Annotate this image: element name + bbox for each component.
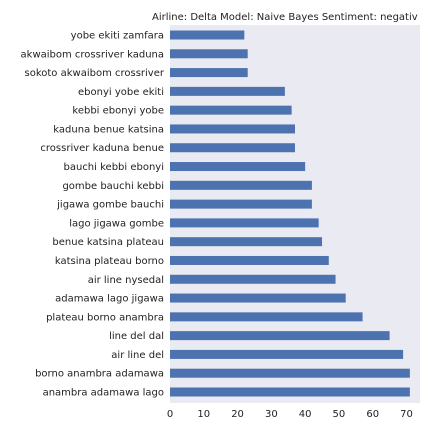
bar xyxy=(170,49,248,59)
bar xyxy=(170,349,404,359)
bar xyxy=(170,143,295,153)
category-label: lago jigawa gombe xyxy=(69,218,164,229)
bar xyxy=(170,199,312,209)
x-tick-label: 0 xyxy=(167,409,173,420)
bar xyxy=(170,68,248,78)
bar xyxy=(170,312,363,322)
x-tick-label: 10 xyxy=(197,409,210,420)
category-label: sokoto akwaibom crossriver xyxy=(25,68,165,79)
bar xyxy=(170,293,346,303)
category-label: benue katsina plateau xyxy=(52,237,164,248)
chart-title: Airline: Delta Model: Naive Bayes Sentim… xyxy=(152,12,418,23)
category-label: kaduna benue katsina xyxy=(53,124,164,135)
x-axis-ticks: 0 10 20 30 40 50 60 70 xyxy=(167,409,413,420)
category-label: air line nysedal xyxy=(88,275,164,286)
x-tick-label: 70 xyxy=(400,409,413,420)
category-label: air line del xyxy=(111,350,164,361)
bar xyxy=(170,331,390,341)
category-label: crossriver kaduna benue xyxy=(40,143,164,154)
bar xyxy=(170,180,312,190)
bar xyxy=(170,124,295,134)
bar xyxy=(170,105,292,115)
category-label: katsina plateau borno xyxy=(55,256,164,267)
category-label: anambra adamawa lago xyxy=(43,388,164,399)
x-tick-label: 20 xyxy=(231,409,244,420)
category-labels: yobe ekiti zamfara akwaibom crossriver ka… xyxy=(21,31,165,399)
x-tick-label: 40 xyxy=(299,409,312,420)
category-label: kebbi ebonyi yobe xyxy=(72,106,164,117)
bar xyxy=(170,368,410,378)
bar xyxy=(170,274,336,284)
plot-area xyxy=(170,25,420,403)
category-label: plateau borno anambra xyxy=(46,312,164,323)
category-label: gombe bauchi kebbi xyxy=(62,181,164,192)
category-label: jigawa gombe bauchi xyxy=(56,200,164,211)
category-label: bauchi kebbi ebonyi xyxy=(64,162,165,173)
x-tick-label: 50 xyxy=(333,409,346,420)
bar xyxy=(170,86,285,96)
x-tick-label: 60 xyxy=(366,409,379,420)
bar xyxy=(170,255,329,265)
bars-group xyxy=(170,30,410,397)
category-label: yobe ekiti zamfara xyxy=(71,31,164,42)
category-label: ebonyi yobe ekiti xyxy=(78,87,164,98)
x-tick-label: 30 xyxy=(265,409,278,420)
category-label: akwaibom crossriver kaduna xyxy=(21,49,164,60)
bar xyxy=(170,237,323,247)
bar xyxy=(170,30,245,40)
bar xyxy=(170,218,319,228)
bar xyxy=(170,387,410,397)
category-label: borno anambra adamawa xyxy=(35,369,164,380)
bar xyxy=(170,162,306,172)
category-label: line del dal xyxy=(109,331,164,342)
category-label: adamawa lago jigawa xyxy=(55,294,164,305)
